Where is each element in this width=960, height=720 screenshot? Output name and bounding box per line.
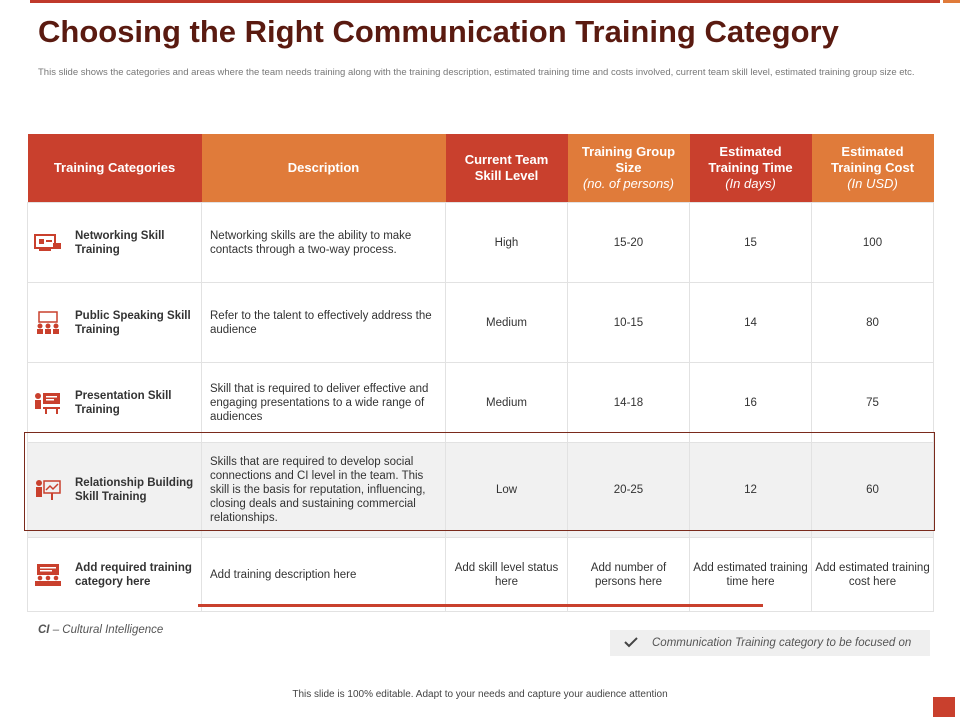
top-accent-bar [30,0,940,3]
category-label: Relationship Building Skill Training [75,477,194,503]
group-cell: 10-15 [567,282,690,363]
header-training-cost: Estimated Training Cost (In USD) [811,134,934,203]
cost-cell: 80 [811,282,934,363]
header-description: Description [201,134,446,203]
time-cell: 14 [689,282,812,363]
description-cell: Add training description here [201,537,446,612]
time-cell: 15 [689,202,812,283]
page-subtitle: This slide shows the categories and area… [38,67,915,78]
public-speaking-icon [37,310,59,334]
description-cell: Networking skills are the ability to mak… [201,202,446,283]
cost-cell: 75 [811,362,934,443]
focus-highlight-box [24,432,935,531]
table-row: Presentation Skill Training Skill that i… [27,362,934,443]
category-label: Presentation Skill Training [75,389,172,416]
description-cell: Refer to the talent to effectively addre… [201,282,446,363]
legend-box: Communication Training category to be fo… [610,630,930,656]
description-cell: Skills that are required to develop soci… [201,442,446,538]
table-row: Add required training category here Add … [27,537,934,612]
header-group-size: Training Group Size (no. of persons) [567,134,690,203]
category-label: Add required training category here [75,561,192,588]
description-cell: Skill that is required to deliver effect… [201,362,446,443]
bottom-note: This slide is 100% editable. Adapt to yo… [292,689,668,700]
table-row: Relationship Building Skill Training Ski… [27,442,934,538]
table-header-row: Training Categories Description Current … [27,134,934,203]
cost-cell: 100 [811,202,934,283]
training-table: Training Categories Description Current … [27,134,934,612]
group-cell: Add number of persons here [567,537,690,612]
group-cell: 15-20 [567,202,690,283]
footnote: CI – Cultural Intelligence [38,624,163,636]
category-label: Public Speaking Skill Training [75,309,191,336]
group-cell: 14-18 [567,362,690,443]
corner-decoration [933,697,955,717]
presentation-icon [35,392,60,414]
skill-cell: Low [445,442,568,538]
time-cell: Add estimated training time here [689,537,812,612]
skill-cell: High [445,202,568,283]
check-icon [624,635,640,651]
page-title: Choosing the Right Communication Trainin… [38,14,839,49]
cost-cell: Add estimated training cost here [811,537,934,612]
table-row: Networking Skill Training Networking ski… [27,202,934,283]
footnote-text: – Cultural Intelligence [49,624,164,636]
legend-text: Communication Training category to be fo… [652,637,912,649]
header-training-time: Estimated Training Time (In days) [689,134,812,203]
skill-cell: Medium [445,362,568,443]
skill-cell: Add skill level status here [445,537,568,612]
header-training-categories: Training Categories [27,134,202,203]
category-label: Networking Skill Training [75,229,165,256]
table-row: Public Speaking Skill Training Refer to … [27,282,934,363]
top-accent-bar-right [943,0,960,3]
cost-cell: 60 [811,442,934,538]
table-bottom-accent [198,604,763,607]
time-cell: 16 [689,362,812,443]
time-cell: 12 [689,442,812,538]
networking-icon [34,233,61,251]
skill-cell: Medium [445,282,568,363]
footnote-abbr: CI [38,624,50,636]
relationship-icon [36,480,61,500]
classroom-icon [35,563,61,586]
header-skill-level: Current Team Skill Level [445,134,568,203]
